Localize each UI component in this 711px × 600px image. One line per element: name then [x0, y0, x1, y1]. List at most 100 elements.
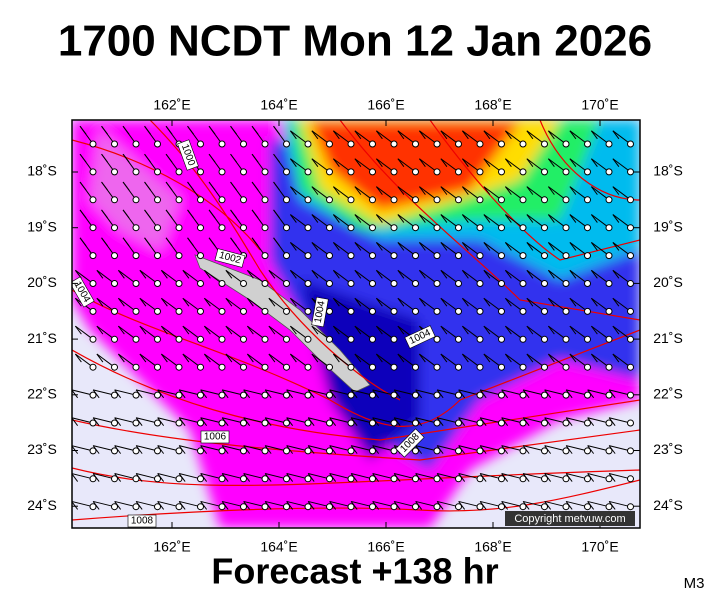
barb-staff — [569, 353, 588, 368]
barb-flag — [182, 325, 190, 335]
isobar-label-box — [311, 296, 329, 328]
station — [175, 391, 183, 399]
barb-flag — [178, 501, 186, 510]
barb-flag — [544, 445, 552, 454]
barb-flag — [92, 417, 100, 427]
barb-flag — [289, 325, 297, 335]
barb-flag — [273, 125, 280, 135]
barb-staff — [93, 473, 115, 480]
barb-flag — [354, 186, 362, 195]
station — [326, 224, 333, 232]
station — [455, 391, 462, 399]
station — [347, 252, 355, 260]
station — [304, 363, 312, 371]
barb-flag — [273, 153, 280, 163]
barb-staff — [415, 500, 438, 508]
barb-flag — [397, 353, 405, 363]
barb-staff — [419, 130, 438, 145]
barb-flag — [246, 270, 254, 279]
barb-flag — [225, 270, 233, 279]
barb-flag — [587, 473, 595, 482]
barb-staff — [548, 186, 567, 201]
barb-flag — [79, 237, 87, 247]
station — [562, 252, 570, 260]
barb-flag — [526, 214, 534, 223]
station — [412, 224, 419, 232]
barb-staff — [333, 325, 352, 340]
station — [390, 391, 398, 399]
barb-staff — [609, 389, 631, 396]
barb-staff — [204, 353, 223, 368]
station — [562, 419, 570, 427]
barb-staff — [483, 297, 502, 312]
station — [562, 447, 570, 455]
barb-staff — [290, 297, 309, 312]
barb-flag — [608, 417, 616, 427]
station — [627, 252, 634, 260]
barb-staff — [182, 269, 201, 284]
station — [111, 391, 118, 399]
barb-flag — [590, 297, 598, 307]
station — [412, 307, 419, 315]
station — [433, 475, 441, 483]
barb-flag — [289, 186, 297, 195]
station — [89, 335, 97, 343]
station — [476, 475, 484, 483]
barb-staff — [419, 214, 438, 229]
barb-staff — [483, 242, 502, 257]
barb-flag — [122, 237, 130, 247]
barb-staff — [96, 325, 115, 340]
barb-staff — [354, 269, 373, 284]
barb-staff — [612, 269, 631, 284]
barb-flag — [96, 325, 104, 335]
station — [627, 503, 634, 511]
station — [476, 140, 484, 148]
station — [433, 447, 441, 455]
barb-staff — [505, 186, 524, 201]
barb-flag — [375, 242, 383, 251]
barb-staff — [225, 325, 244, 340]
barb-flag — [311, 270, 319, 279]
station — [433, 252, 441, 260]
station — [304, 280, 312, 287]
station — [326, 447, 333, 455]
barb-flag — [307, 389, 315, 399]
barb-staff — [569, 325, 588, 340]
barb-staff — [419, 186, 438, 201]
station — [562, 363, 570, 371]
barb-staff — [548, 269, 567, 284]
barb-flag — [208, 209, 216, 219]
barb-flag — [230, 125, 237, 135]
station — [132, 503, 140, 511]
station — [326, 419, 333, 427]
barb-flag — [397, 270, 405, 279]
barb-staff — [462, 130, 481, 145]
station — [154, 224, 161, 232]
barb-flag — [268, 325, 276, 335]
station — [240, 307, 247, 315]
barb-staff — [609, 417, 631, 424]
barb-staff — [290, 130, 309, 145]
barb-staff — [437, 445, 459, 452]
station — [261, 363, 269, 371]
barb-flag — [587, 389, 595, 399]
barb-staff — [505, 242, 524, 257]
barb-staff — [311, 158, 330, 173]
barb-flag — [157, 501, 165, 510]
barb-flag — [307, 501, 315, 510]
barb-staff — [566, 389, 588, 396]
barb-flag — [372, 473, 380, 482]
barb-flag — [458, 417, 466, 427]
barb-flag — [92, 473, 100, 482]
barb-staff — [136, 445, 158, 452]
barb-staff — [376, 186, 395, 201]
barb-flag — [165, 125, 173, 135]
barb-staff — [354, 242, 373, 257]
station — [541, 419, 548, 427]
barb-staff — [114, 473, 137, 480]
station — [627, 391, 634, 399]
station — [111, 252, 118, 260]
station — [240, 419, 247, 427]
barb-flag — [208, 153, 216, 163]
